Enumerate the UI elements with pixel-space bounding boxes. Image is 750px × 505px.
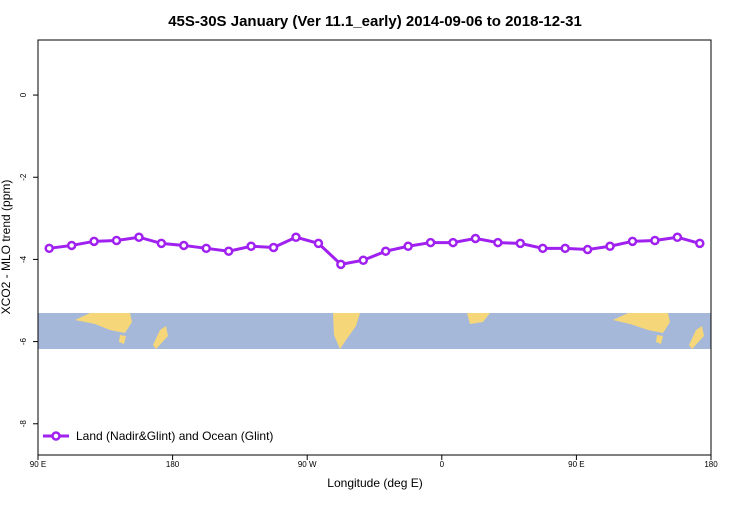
point: [44, 243, 54, 254]
point: [672, 232, 683, 242]
point: [627, 236, 638, 247]
point: [111, 235, 122, 246]
x-tick-label: 90 W: [298, 460, 317, 469]
x-tick-label: 180: [166, 460, 180, 469]
point: [403, 241, 413, 252]
point: [223, 246, 234, 256]
point: [538, 243, 548, 254]
plot-frame: [37, 39, 712, 456]
point: [695, 238, 705, 249]
point: [582, 244, 593, 255]
point: [493, 237, 503, 248]
point: [605, 241, 615, 252]
point: [560, 243, 570, 254]
point: [380, 246, 391, 256]
point: [650, 235, 660, 246]
y-tick-label: -4: [19, 255, 28, 263]
point: [291, 232, 301, 242]
x-tick-label: 180: [704, 460, 718, 469]
point: [448, 237, 458, 248]
point: [246, 241, 256, 252]
y-tick-label: -8: [19, 420, 28, 428]
y-tick-label: -2: [19, 173, 28, 181]
x-tick-label: 0: [440, 460, 445, 469]
x-axis-label: Longitude (deg E): [327, 476, 422, 490]
point: [313, 238, 324, 249]
map-strip: [38, 313, 711, 349]
series-line: [49, 235, 701, 266]
point: [336, 259, 346, 270]
point: [268, 242, 279, 253]
x-tick-label: 90 E: [568, 460, 584, 469]
y-tick-label: -6: [19, 337, 28, 345]
y-axis-label: XCO2 - MLO trend (ppm): [0, 180, 13, 315]
legend-label: Land (Nadir&Glint) and Ocean (Glint): [76, 429, 273, 443]
point: [358, 255, 369, 265]
y-tick-label: 0: [19, 92, 28, 97]
point: [134, 232, 144, 242]
point: [156, 238, 167, 249]
x-tick-label: 90 E: [30, 460, 46, 469]
legend-marker: [51, 431, 61, 441]
point: [179, 240, 189, 251]
point: [89, 236, 99, 247]
point: [425, 237, 436, 248]
chart-title: 45S-30S January (Ver 11.1_early) 2014-09…: [168, 13, 582, 30]
point: [66, 240, 77, 251]
point: [201, 243, 211, 254]
point: [470, 233, 481, 244]
point: [515, 238, 526, 249]
